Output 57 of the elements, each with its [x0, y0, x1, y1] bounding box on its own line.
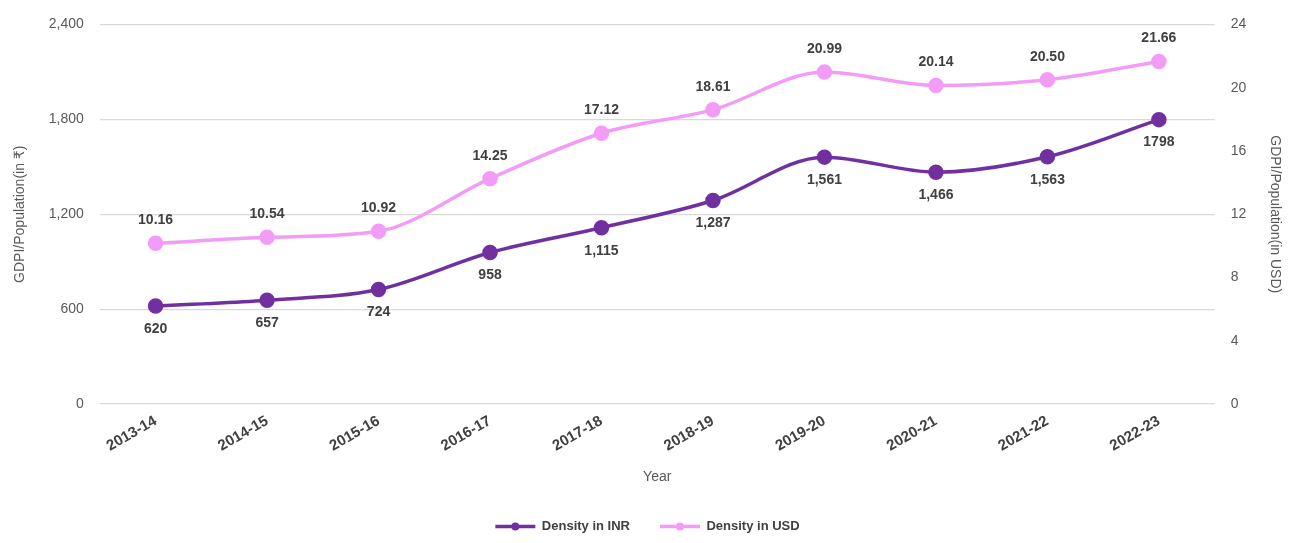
y-tick-label: 2,400 — [48, 15, 85, 32]
data-label: 620 — [143, 319, 168, 336]
data-label: 657 — [255, 314, 279, 331]
x-axis-title: Year — [643, 468, 672, 485]
point — [1039, 149, 1056, 165]
legend-label: Density in USD — [706, 518, 800, 534]
point — [259, 292, 275, 308]
point — [147, 298, 164, 314]
point — [705, 101, 721, 118]
point — [259, 229, 275, 246]
point — [705, 192, 721, 209]
legend-label: Density in INR — [541, 518, 631, 534]
point — [1151, 53, 1167, 70]
data-label: 20.99 — [806, 39, 843, 56]
data-label: 21.66 — [1141, 29, 1177, 46]
data-label: 10.92 — [361, 199, 397, 216]
point — [593, 219, 610, 236]
point — [816, 64, 833, 80]
point — [593, 125, 610, 141]
y2-tick-label: 12 — [1230, 205, 1247, 222]
y2-tick-label: 24 — [1230, 15, 1247, 32]
data-label: 1,466 — [918, 186, 954, 203]
y-axis-title: GDPI/Population(in ₹) — [11, 145, 28, 283]
data-label: 10.16 — [138, 211, 174, 228]
data-label: 1,287 — [695, 214, 731, 231]
data-label: 1,563 — [1029, 170, 1066, 187]
data-label: 724 — [366, 303, 391, 320]
data-label: 14.25 — [472, 146, 508, 163]
y2-tick-label: 0 — [1230, 394, 1239, 411]
y2-tick-label: 20 — [1230, 78, 1247, 95]
y2-axis-title: GDPI/Population(in USD) — [1267, 135, 1284, 294]
point — [482, 170, 498, 187]
y2-tick-label: 4 — [1230, 331, 1239, 348]
data-label: 1798 — [1143, 133, 1175, 150]
point — [370, 281, 387, 298]
y-tick-label: 0 — [76, 394, 85, 411]
point — [928, 164, 944, 180]
point — [370, 223, 387, 240]
y-tick-label: 600 — [60, 300, 85, 317]
point — [928, 77, 944, 94]
y2-tick-label: 8 — [1230, 268, 1239, 285]
point — [1151, 111, 1167, 128]
point — [482, 244, 498, 261]
data-label: 20.50 — [1029, 47, 1066, 64]
y2-tick-label: 16 — [1230, 141, 1247, 158]
point — [816, 149, 833, 165]
data-label: 958 — [478, 266, 502, 283]
data-label: 1,561 — [806, 170, 843, 187]
data-label: 20.14 — [918, 53, 954, 70]
y-tick-label: 1,800 — [48, 110, 85, 127]
data-label: 18.61 — [695, 77, 731, 94]
point — [1039, 72, 1056, 88]
data-label: 10.54 — [249, 205, 285, 222]
data-label: 17.12 — [583, 101, 620, 118]
y-tick-label: 1,200 — [48, 205, 85, 222]
data-label: 1,115 — [584, 241, 619, 258]
point — [147, 235, 164, 252]
